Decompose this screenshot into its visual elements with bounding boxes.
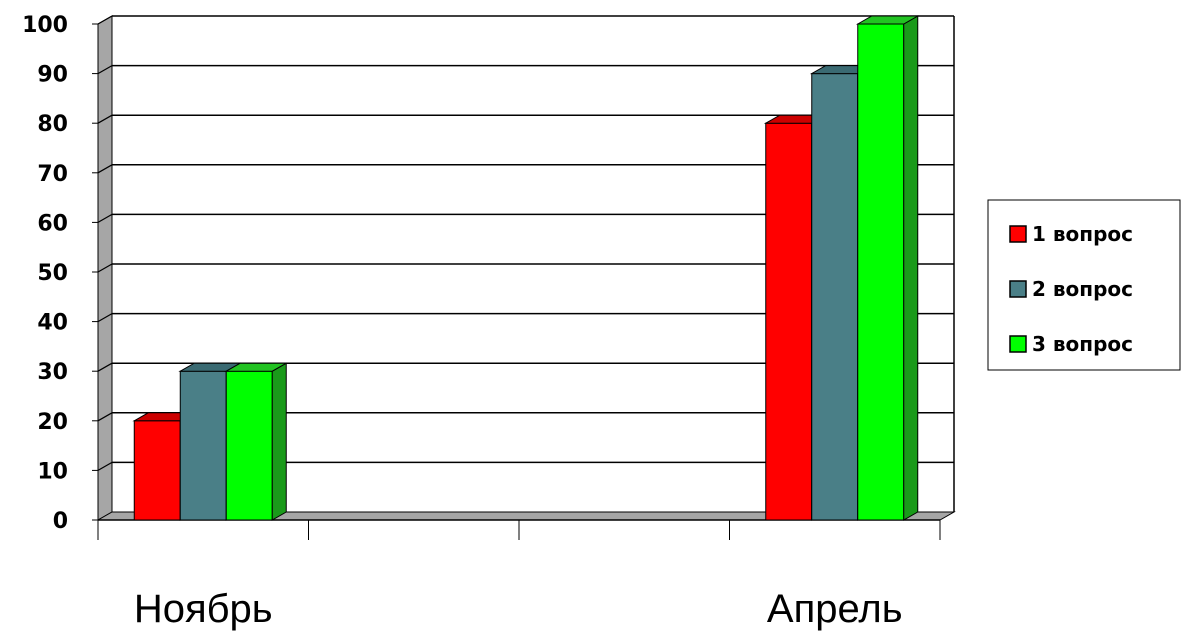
- bar-side: [271, 362, 287, 521]
- category-label: Ноябрь: [134, 587, 273, 631]
- gridline-diag: [97, 313, 113, 323]
- y-tick-label: 60: [37, 211, 68, 236]
- y-tick-label: 50: [37, 261, 68, 286]
- y-tick-labels: 0 10 20 30 40 50 60 70 80 90 100: [22, 13, 98, 534]
- y-tick-label: 0: [53, 509, 68, 534]
- bar-side: [903, 15, 919, 521]
- gridline-diag: [97, 213, 113, 223]
- legend-item: 2 вопрос: [1009, 277, 1133, 301]
- y-tick-label: 20: [37, 410, 68, 435]
- y-tick-label: 30: [37, 360, 68, 385]
- y-tick-label: 100: [22, 13, 68, 38]
- bar-front: [857, 23, 905, 521]
- y-tick-label: 90: [37, 63, 68, 88]
- y-tick-label: 10: [37, 459, 68, 484]
- gridline-diag: [97, 412, 113, 422]
- category-label: Апрель: [767, 587, 903, 631]
- bar-front: [225, 370, 273, 521]
- gridline-diag: [97, 164, 113, 174]
- legend-swatch: [1009, 225, 1027, 243]
- y-tick-label: 70: [37, 162, 68, 187]
- legend-swatch: [1009, 280, 1027, 298]
- legend-item: 1 вопрос: [1009, 222, 1133, 246]
- gridline-diag: [97, 263, 113, 273]
- bar-top: [855, 15, 920, 25]
- bars: [132, 15, 920, 521]
- x-axis: [97, 519, 941, 540]
- y-tick-label: 40: [37, 311, 68, 336]
- bar: [855, 15, 920, 521]
- gridline-diag: [97, 362, 113, 372]
- gridline-diag: [97, 114, 113, 124]
- y-tick-label: 80: [37, 112, 68, 137]
- bar: [224, 362, 289, 521]
- legend: 1 вопрос 2 вопрос 3 вопрос: [987, 199, 1181, 371]
- bar-front: [765, 122, 813, 521]
- legend-label: 3 вопрос: [1032, 332, 1133, 356]
- legend-label: 1 вопрос: [1032, 222, 1133, 246]
- gridline-diag: [97, 15, 113, 25]
- bar-front: [811, 73, 859, 521]
- legend-label: 2 вопрос: [1032, 277, 1133, 301]
- bar-top: [224, 362, 289, 372]
- bar-front: [133, 420, 181, 521]
- legend-swatch: [1009, 335, 1027, 353]
- gridline-diag: [97, 461, 113, 471]
- bar-front: [179, 370, 227, 521]
- gridline-diag: [97, 65, 113, 75]
- category-labels: Ноябрь Апрель: [134, 587, 903, 631]
- legend-item: 3 вопрос: [1009, 332, 1133, 356]
